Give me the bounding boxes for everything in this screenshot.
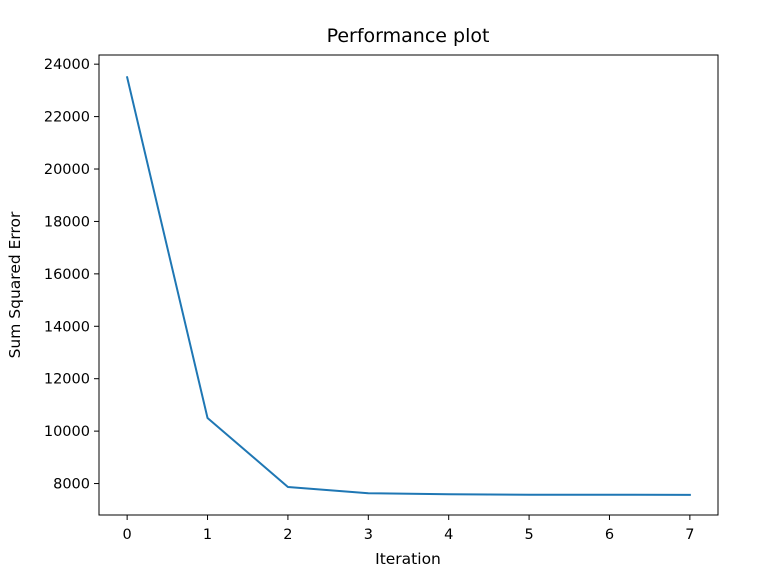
x-axis-ticks: 0 1 2 3 4 5 6 7 <box>123 515 694 543</box>
y-tick-label: 14000 <box>44 319 90 335</box>
y-tick-label: 12000 <box>44 372 90 388</box>
x-tick-label: 0 <box>123 527 132 543</box>
y-tick-label: 20000 <box>44 162 90 178</box>
series-layer <box>125 76 691 496</box>
x-tick-label: 7 <box>685 527 694 543</box>
y-axis-label: Sum Squared Error <box>6 211 24 358</box>
series-line <box>125 76 691 496</box>
x-tick-label: 1 <box>203 527 212 543</box>
y-tick-label: 16000 <box>44 267 90 283</box>
y-tick-label: 10000 <box>44 424 90 440</box>
x-tick-label: 2 <box>283 527 292 543</box>
x-tick-label: 3 <box>364 527 373 543</box>
y-tick-label: 8000 <box>53 477 90 493</box>
x-tick-label: 6 <box>605 527 614 543</box>
x-axis-label: Iteration <box>375 550 441 568</box>
chart-title: Performance plot <box>327 25 490 47</box>
x-tick-label: 5 <box>524 527 533 543</box>
y-tick-label: 22000 <box>44 110 90 126</box>
y-tick-label: 18000 <box>44 214 90 230</box>
y-tick-label: 24000 <box>44 57 90 73</box>
y-axis-ticks: 8000 10000 12000 14000 16000 18000 20000 22000 2… <box>44 57 99 493</box>
plot-frame <box>98 54 719 516</box>
x-tick-label: 4 <box>444 527 453 543</box>
